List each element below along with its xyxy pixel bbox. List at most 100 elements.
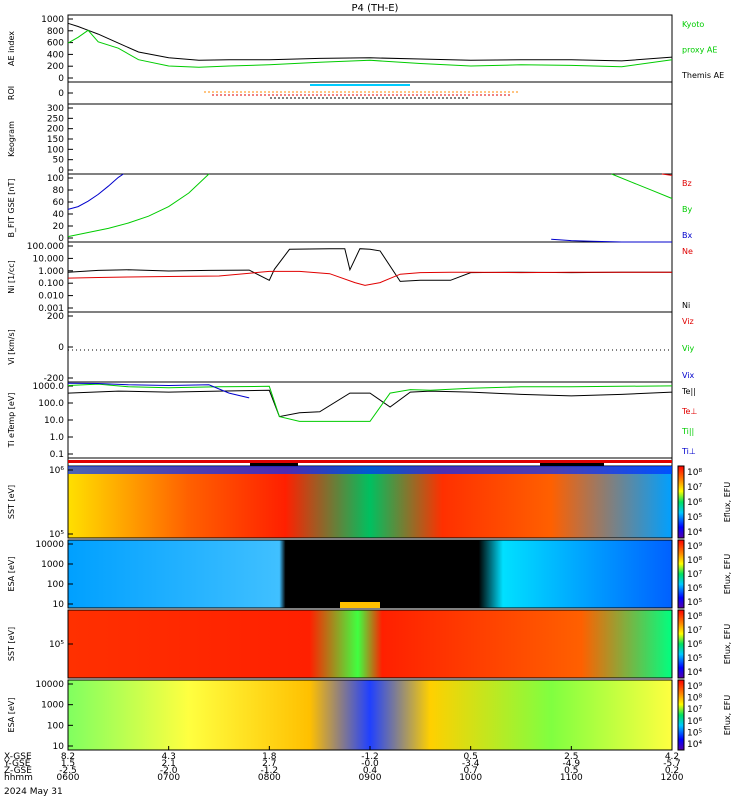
xaxis-tick-value: 0.7 [464, 766, 478, 776]
xaxis-tick-value: -1.2 [261, 766, 279, 776]
colorbar-tick-esa_i: 10⁹ [687, 542, 702, 552]
ylabel-ni: Ni [1/cc] [7, 260, 16, 294]
colorbar-tick-sst_i: 10⁸ [687, 468, 702, 478]
ytick-vi: 200 [47, 312, 64, 322]
ytick-keogram: 100 [47, 145, 64, 155]
ytick-vi: 0 [58, 343, 64, 353]
ytick-esa_i: 10000 [35, 540, 64, 550]
legend-ae: proxy AE [682, 46, 717, 55]
ytick-ae: 400 [47, 50, 64, 60]
xaxis-tick-value: 0700 [157, 773, 180, 783]
colorbar-tick-sst_i: 10⁷ [687, 483, 702, 493]
legend-bfit: By [682, 205, 692, 214]
xaxis-tick-value: 1100 [560, 773, 583, 783]
series-ti-ti- [67, 383, 673, 422]
ytick-bfit: 40 [53, 210, 65, 220]
series-ti-te- [67, 389, 673, 418]
colorbar-tick-sst_e: 10⁷ [687, 626, 702, 636]
ytick-esa_i: 10 [53, 600, 65, 610]
ylabel-sst_e: SST [eV] [7, 627, 16, 661]
ytick-ti: 1000.0 [33, 382, 65, 392]
xaxis-row-label: Z-GSE [4, 766, 32, 776]
panel-keogram-frame [67, 103, 673, 175]
ytick-roi: 0 [58, 89, 64, 99]
ylabel-keogram: Keogram [7, 121, 16, 157]
region-bar-red [68, 460, 672, 463]
ytick-esa_i: 1000 [41, 560, 64, 570]
ytick-ae: 800 [47, 27, 64, 37]
ytick-ti: 0.1 [50, 450, 64, 460]
esa-ion-low-energy-band [340, 602, 380, 608]
esa-ion-spectrogram [67, 539, 673, 609]
colorbar-esa-ion [677, 539, 685, 609]
xaxis-tick-value: 2.7 [262, 759, 276, 769]
ylabel-roi: ROI [7, 86, 16, 100]
xaxis-tick-value: 0.4 [363, 766, 378, 776]
xaxis-tick-value: 1200 [661, 773, 684, 783]
ytick-esa_e: 1000 [41, 701, 64, 711]
colorbar-tick-sst_e: 10⁶ [687, 640, 702, 650]
xaxis-tick-value: -1.2 [361, 752, 379, 762]
legend-bfit: Bx [682, 231, 692, 240]
colorbar-esa-electron [677, 679, 685, 751]
ylabel-ti: Ti eTemp [eV] [7, 393, 16, 449]
ylabel-vi: Vi [km/s] [7, 329, 16, 365]
xaxis-tick-value: 1000 [459, 773, 482, 783]
legend-vi: Viz [682, 317, 694, 326]
ytick-bfit: 100 [47, 174, 64, 184]
panel-vi-frame [67, 311, 673, 383]
plot-title: P4 (TH-E) [352, 3, 399, 14]
colorbar-tick-esa_i: 10⁸ [687, 556, 702, 566]
xaxis-tick-value: 0.5 [564, 766, 578, 776]
xaxis-tick-value: 0.5 [464, 752, 478, 762]
colorbar-label-esa_e: Eflux, EFU [723, 695, 732, 736]
ytick-sst_e: 10⁵ [49, 640, 64, 650]
ytick-ni: 0.100 [38, 279, 64, 289]
ytick-keogram: 300 [47, 104, 64, 114]
legend-vi: Viy [682, 344, 695, 353]
panel-bfit-frame [67, 173, 673, 243]
ylabel-bfit: B_FIT GSE [nT] [7, 179, 16, 238]
colorbar-tick-esa_i: 10⁵ [687, 598, 702, 608]
xaxis-tick-value: -5.7 [663, 759, 681, 769]
ylabel-esa_e: ESA [eV] [7, 698, 16, 733]
ytick-keogram: 50 [53, 156, 65, 166]
ytick-sst_i: 10⁶ [49, 466, 64, 476]
region-bar-black-1 [250, 463, 298, 466]
xaxis-tick-value: -3.4 [462, 759, 480, 769]
ytick-keogram: 0 [58, 166, 64, 176]
xaxis-row-label: Y-GSE [3, 759, 31, 769]
colorbar-tick-esa_i: 10⁷ [687, 570, 702, 580]
xaxis-tick-value: 0600 [57, 773, 80, 783]
ytick-ni: 1.000 [38, 267, 64, 277]
colorbar-tick-sst_e: 10⁵ [687, 654, 702, 664]
xaxis-tick-value: -2.5 [59, 766, 77, 776]
colorbar-tick-sst_i: 10⁵ [687, 513, 702, 523]
panel-ae-frame [67, 14, 673, 83]
sst-ion-top-band [68, 466, 672, 474]
series-bfit-bx [67, 173, 124, 210]
ytick-sst_i: 10⁵ [49, 530, 64, 540]
ytick-keogram: 200 [47, 125, 64, 135]
xaxis-tick-value: -0.0 [361, 759, 379, 769]
colorbar-tick-esa_e: 10⁶ [687, 717, 702, 727]
legend-ae: Kyoto [682, 20, 704, 29]
xaxis-date: 2024 May 31 [4, 787, 63, 797]
esa-electron-spectrogram [67, 679, 673, 751]
xaxis-tick-value: 4.2 [665, 752, 679, 762]
ytick-vi: -200 [44, 374, 65, 384]
series-ae-kyoto-proxy-ae [67, 29, 673, 68]
colorbar-label-esa_i: Eflux, EFU [723, 554, 732, 595]
xaxis-tick-value: 0900 [359, 773, 382, 783]
colorbar-tick-esa_e: 10⁵ [687, 728, 702, 738]
ytick-ni: 10.000 [33, 254, 65, 264]
ytick-keogram: 150 [47, 135, 64, 145]
colorbar-sst-ion [677, 465, 685, 539]
xaxis-tick-value: 1.8 [262, 752, 277, 762]
sst-ion-spectrogram [67, 465, 673, 539]
legend-ti: Te⊥ [681, 407, 697, 416]
series-bfit-by [67, 173, 210, 238]
